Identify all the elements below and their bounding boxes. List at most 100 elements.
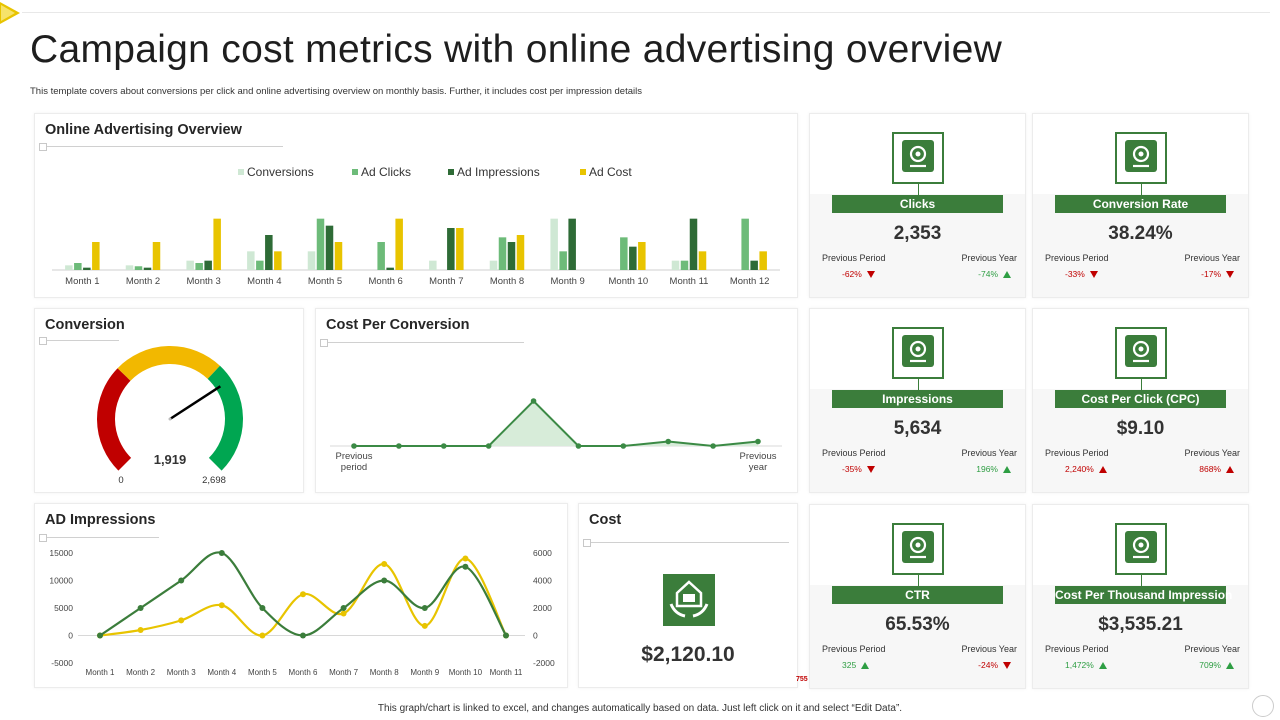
legend-label: Ad Cost (589, 165, 632, 179)
legend-swatch (352, 169, 358, 175)
previous-year-label: Previous Year (1184, 644, 1240, 654)
trend-arrow-icon (1098, 466, 1107, 473)
data-point (396, 443, 402, 449)
trend-arrow-icon (1226, 662, 1234, 669)
ad-impressions-chart[interactable]: 15000 10000 5000 0 -5000 6000 4000 2000 0 -2000 Mo… (35, 504, 569, 689)
x-tick-label: Month 8 (490, 276, 524, 287)
x-tick-label: Month 12 (730, 276, 770, 287)
ad-impressions-panel: AD Impressions 15000 10000 5000 0 -5000 6000 4… (34, 503, 568, 688)
y-right-tick: 6000 (533, 548, 552, 558)
bar (489, 260, 498, 270)
data-point (259, 605, 266, 611)
data-point (340, 610, 347, 617)
trend-arrow-icon (1226, 271, 1234, 278)
page-subtitle: This template covers about conversions p… (30, 86, 642, 97)
y-left-tick: -5000 (51, 658, 73, 668)
x-tick-label: Month 7 (429, 276, 463, 287)
x-tick-label: Month 9 (551, 276, 585, 287)
legend-swatch (238, 169, 244, 175)
gauge-needle (169, 385, 222, 421)
bar (741, 218, 749, 270)
previous-year-label: Previous Year (1184, 448, 1240, 458)
bar (550, 218, 558, 270)
kpi-label: Clicks (832, 195, 1003, 213)
y-left-tick: 10000 (49, 576, 73, 586)
previous-year-change: 196% (976, 464, 1011, 474)
x-tick-label: Month 11 (670, 276, 709, 287)
previous-year-change: -17% (1201, 269, 1234, 279)
x-end-label: Previous (740, 451, 777, 462)
title-rule (39, 337, 119, 345)
cost-per-conversion-panel: Cost Per Conversion Previous period Previo… (315, 308, 798, 493)
data-point (137, 627, 144, 633)
area-line (354, 399, 759, 448)
gauge-min-label: 0 (118, 475, 123, 486)
data-point (421, 622, 428, 629)
data-point (381, 577, 388, 584)
y-left-tick: 15000 (49, 548, 73, 558)
legend-label: Conversions (247, 165, 314, 179)
kpi-value: 65.53% (885, 614, 950, 635)
bar (274, 251, 282, 270)
x-tick-label: Month 4 (207, 668, 236, 677)
previous-period-label: Previous Period (1045, 448, 1109, 458)
ad-impressions-title: AD Impressions (45, 512, 156, 528)
kpi-label: Impressions (832, 390, 1003, 408)
data-point (503, 632, 509, 639)
data-point (259, 632, 266, 639)
x-tick-label: Month 3 (167, 668, 196, 677)
bar (689, 218, 698, 270)
bar (265, 235, 273, 270)
title-rule (39, 534, 159, 542)
x-end-label: year (749, 462, 767, 473)
data-point (381, 561, 388, 567)
conversion-panel: Conversion 1,919 0 2,698 (34, 308, 304, 493)
bar (213, 218, 221, 270)
bar (429, 260, 437, 270)
bar (568, 218, 576, 270)
trend-arrow-icon (1003, 271, 1011, 278)
series-line (99, 557, 507, 637)
previous-period-label: Previous Period (822, 448, 886, 458)
previous-period-label: Previous Period (822, 253, 886, 263)
legend-label: Ad Clicks (361, 165, 411, 179)
y-left-tick: 0 (68, 631, 73, 641)
kpi-value: 38.24% (1108, 223, 1173, 244)
data-point (351, 443, 357, 449)
page-title: Campaign cost metrics with online advert… (30, 28, 1003, 71)
kpi-value: $9.10 (1116, 418, 1165, 439)
x-tick-label: Month 5 (308, 276, 342, 287)
bar (134, 266, 143, 270)
x-tick-label: Month 5 (248, 668, 277, 677)
previous-period-change: -33% (1065, 269, 1098, 279)
conversion-gauge[interactable]: 1,919 0 2,698 (35, 309, 305, 494)
bar (195, 263, 203, 270)
trend-arrow-icon (866, 271, 875, 278)
x-start-label: period (341, 462, 367, 473)
slide-nav-button[interactable] (1252, 695, 1274, 717)
gauge-band (207, 365, 243, 471)
trend-arrow-icon (1089, 271, 1098, 278)
data-point (755, 438, 761, 445)
overview-panel: Online Advertising Overview Conversions A… (34, 113, 798, 298)
conversion-title: Conversion (45, 317, 125, 333)
kpi-value: $3,535.21 (1098, 614, 1183, 635)
x-tick-label: Month 2 (126, 276, 160, 287)
title-rule (320, 339, 524, 347)
x-tick-label: Month 10 (609, 276, 649, 287)
bar (325, 225, 334, 270)
bar (92, 242, 100, 270)
data-point (340, 605, 347, 611)
previous-period-label: Previous Period (1045, 644, 1109, 654)
overflow-stub: 755 (796, 676, 808, 683)
data-point (462, 563, 469, 570)
overview-bar-chart[interactable]: Conversions Ad Clicks Ad Impressions Ad Cos… (35, 114, 799, 299)
legend-label: Ad Impressions (457, 165, 540, 179)
bar (377, 242, 385, 270)
y-left-tick: 5000 (54, 603, 73, 613)
top-divider (22, 12, 1270, 13)
trend-arrow-icon (1003, 662, 1011, 669)
data-point (665, 438, 672, 445)
bar (629, 246, 637, 270)
